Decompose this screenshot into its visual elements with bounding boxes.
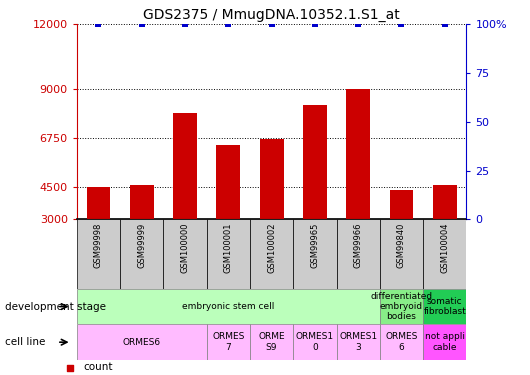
Point (398, 21, 406, 27)
Bar (380, 324, 423, 360)
Bar (423, 219, 466, 289)
Text: GSM100004: GSM100004 (440, 223, 449, 273)
Text: GSM100002: GSM100002 (267, 223, 276, 273)
Text: GSM100001: GSM100001 (224, 223, 233, 273)
Text: somatic
fibroblast: somatic fibroblast (423, 297, 466, 316)
Text: GSM99966: GSM99966 (354, 223, 363, 268)
Bar (120, 219, 163, 289)
Text: not appli
cable: not appli cable (425, 333, 465, 352)
Point (354, 21, 363, 27)
Bar (216, 145, 240, 219)
Bar (380, 219, 423, 289)
Text: ORMES
6: ORMES 6 (385, 333, 418, 352)
Bar (337, 324, 380, 360)
Bar (423, 289, 466, 324)
Text: GSM99965: GSM99965 (311, 223, 320, 268)
Title: GDS2375 / MmugDNA.10352.1.S1_at: GDS2375 / MmugDNA.10352.1.S1_at (143, 8, 400, 22)
Point (181, 21, 189, 27)
Bar (390, 190, 413, 219)
Text: GSM99840: GSM99840 (397, 223, 406, 268)
Text: differentiated
embryoid
bodies: differentiated embryoid bodies (370, 292, 432, 321)
Bar (380, 289, 423, 324)
Bar (77, 324, 207, 360)
Text: GSM100000: GSM100000 (181, 223, 190, 273)
Text: ORMES1
3: ORMES1 3 (339, 333, 377, 352)
Point (311, 21, 319, 27)
Point (281, 304, 290, 310)
Point (224, 21, 233, 27)
Text: ORMES
7: ORMES 7 (212, 333, 244, 352)
Bar (346, 89, 370, 219)
Bar (250, 324, 293, 360)
Point (281, 168, 290, 174)
Bar (293, 219, 337, 289)
Bar (173, 113, 197, 219)
Bar (77, 289, 380, 324)
Bar (337, 219, 380, 289)
Bar (130, 185, 154, 219)
Point (267, 21, 276, 27)
Bar (423, 324, 466, 360)
Text: cell line: cell line (5, 337, 46, 347)
Text: ORMES6: ORMES6 (123, 338, 161, 346)
Text: count: count (83, 363, 112, 372)
Bar (250, 219, 293, 289)
Text: GSM99998: GSM99998 (94, 223, 103, 268)
Text: development stage: development stage (5, 302, 107, 312)
Text: ORME
S9: ORME S9 (258, 333, 285, 352)
Bar (260, 139, 284, 219)
Bar (293, 324, 337, 360)
Bar (433, 185, 457, 219)
Bar (303, 105, 327, 219)
Text: ORMES1
0: ORMES1 0 (296, 333, 334, 352)
Bar (86, 187, 110, 219)
Text: GSM99999: GSM99999 (137, 223, 146, 268)
Bar (207, 219, 250, 289)
Bar (77, 219, 120, 289)
Point (94, 21, 103, 27)
Point (137, 21, 146, 27)
Text: embryonic stem cell: embryonic stem cell (182, 302, 275, 311)
Bar (207, 324, 250, 360)
Point (440, 21, 449, 27)
Bar (163, 219, 207, 289)
